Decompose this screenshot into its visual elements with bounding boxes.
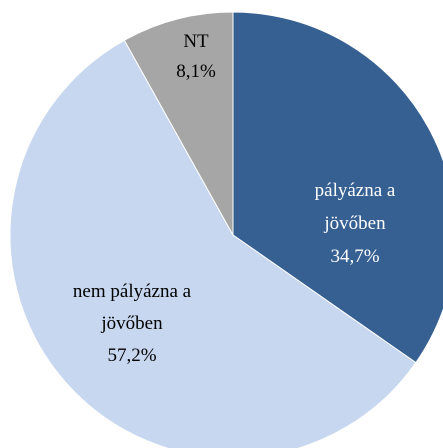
slice-label: NT 8,1% bbox=[156, 27, 236, 87]
slice-category-label: NT bbox=[183, 31, 209, 52]
slice-label: nem pályázna a jövőben 57,2% bbox=[72, 276, 192, 372]
slice-label: pályázna a jövőben 34,7% bbox=[295, 174, 415, 273]
slice-value-label: 8,1% bbox=[176, 61, 216, 82]
pie-slice bbox=[232, 11, 443, 364]
slice-category-label: pályázna a jövőben bbox=[314, 180, 396, 234]
slice-value-label: 34,7% bbox=[330, 246, 380, 267]
slice-value-label: 57,2% bbox=[107, 345, 157, 366]
slice-category-label: nem pályázna a jövőben bbox=[72, 281, 192, 334]
pie-slice bbox=[9, 39, 417, 448]
pie-slice bbox=[123, 11, 234, 237]
